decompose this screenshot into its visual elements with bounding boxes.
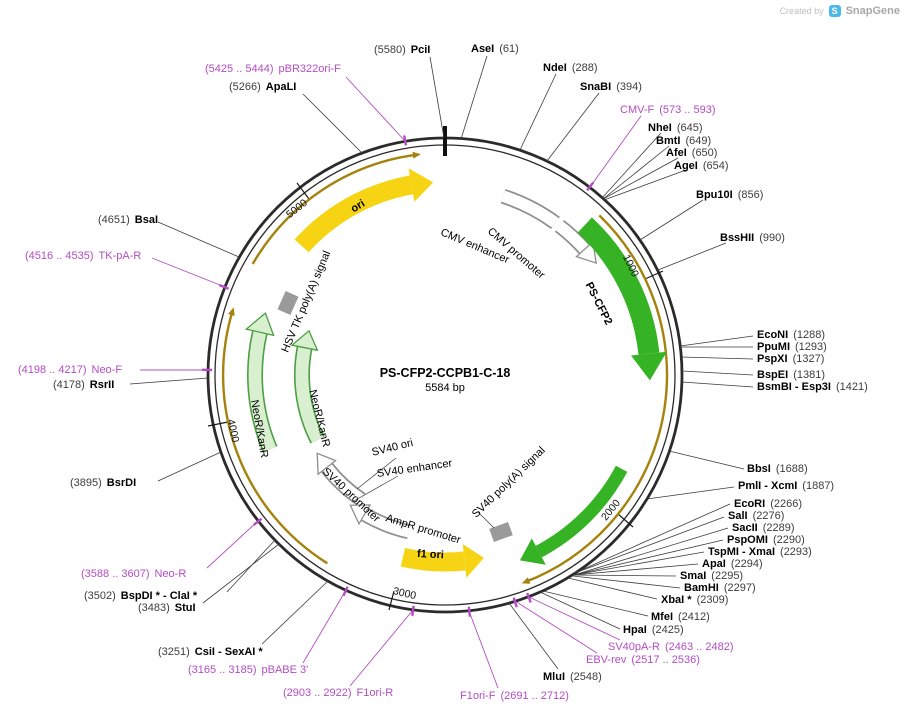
plasmid-backbone (206, 126, 684, 614)
feature-neor-kanr-inner-arrow (290, 329, 325, 444)
site-label: SnaBI (394) (580, 81, 642, 93)
feature-callout-lines (351, 457, 495, 529)
site-label: MfeI (2412) (651, 611, 710, 623)
primer-label: (4516 .. 4535) TK-pA-R (25, 250, 142, 262)
primer-label: (2903 .. 2922) F1ori-R (283, 687, 394, 699)
site-label: PspOMI (2290) (727, 534, 805, 546)
site-label: HpaI (2425) (623, 624, 684, 636)
feature-cmv-promoter-arrow (554, 219, 598, 265)
primer-label: F1ori-F (2691 .. 2712) (460, 690, 569, 702)
primer-label: (3588 .. 3607) Neo-R (81, 568, 187, 580)
snapgene-brand: SnapGene (845, 5, 900, 17)
feature-label-f1-ori: f1 ori (416, 548, 445, 562)
plasmid-length: 5584 bp (425, 382, 465, 394)
site-label: (4178) RsrII (53, 379, 115, 391)
site-label: AseI (61) (471, 43, 519, 55)
site-label: EcoRI (2266) (734, 498, 802, 510)
polya-signal-boxes (277, 291, 513, 542)
site-label: SalI (2276) (728, 510, 785, 522)
site-label: NdeI (288) (543, 62, 598, 74)
primer-label: CMV-F (573 .. 593) (620, 104, 716, 116)
site-label: BsmBI - Esp3I (1421) (757, 381, 868, 393)
site-label: BbsI (1688) (747, 463, 808, 475)
site-label: BamHI (2297) (684, 582, 756, 594)
primer-label: SV40pA-R (2463 .. 2482) (608, 641, 734, 653)
site-label: EcoNI (1288) (757, 329, 825, 341)
primer-label: (5425 .. 5444) pBR322ori-F (205, 63, 341, 75)
site-label: (3895) BsrDI (70, 477, 137, 489)
feature-neor-kanr-outer-arrow (244, 312, 278, 453)
site-label: PmlI - XcmI (1887) (738, 480, 835, 492)
site-label: SmaI (2295) (680, 570, 744, 582)
site-label: PspXI (1327) (757, 353, 825, 365)
orf-arcs (221, 151, 669, 584)
site-label: (3251) CsiI - SexAI * (158, 646, 263, 658)
feature-f1-ori-arrow (400, 544, 484, 578)
plasmid-name: PS-CFP2-CCPB1-C-18 (379, 366, 511, 380)
feature-sv40-promoter-arrow (316, 452, 366, 506)
feature-ori-arrow (294, 168, 434, 253)
site-label: (3502) BspDI * - ClaI * (84, 590, 198, 602)
primer-label: (3165 .. 3185) pBABE 3' (188, 664, 309, 676)
site-label: ApaI (2294) (702, 558, 763, 570)
site-label: (4651) BsaI (98, 214, 159, 226)
site-label: AfeI (650) (666, 147, 718, 159)
site-label: (5580) PciI (374, 44, 431, 56)
primer-label: EBV-rev (2517 .. 2536) (586, 654, 700, 666)
site-label: AgeI (654) (674, 160, 729, 172)
feature-sv40-polya-arrow (519, 465, 628, 565)
feature-ps-cfp2-arrow (577, 217, 667, 381)
site-label: SacII (2289) (732, 522, 795, 534)
site-label: BspEI (1381) (757, 369, 825, 381)
site-label: BssHII (990) (720, 232, 785, 244)
site-label: TspMI - XmaI (2293) (708, 546, 812, 558)
site-label: XbaI * (2309) (661, 594, 729, 606)
primer-leader-lines (140, 76, 642, 689)
site-label: PpuMI (1293) (757, 341, 827, 353)
leader-lines (129, 55, 754, 670)
site-label: Bpu10I (856) (696, 189, 764, 201)
snapgene-logo-icon: S (828, 5, 841, 17)
site-label: (3483) StuI (138, 602, 196, 614)
watermark: Created by S SnapGene (780, 5, 900, 17)
site-label: NheI (645) (648, 122, 703, 134)
created-by-text: Created by (779, 6, 824, 16)
site-label: (5266) ApaLI (229, 81, 297, 93)
feature-ampr-promoter-arrow (349, 504, 411, 540)
primer-label: (4198 .. 4217) Neo-F (18, 364, 123, 376)
plasmid-title: PS-CFP2-CCPB1-C-18 5584 bp (380, 366, 511, 394)
feature-cmv-enhancer-arrow (500, 189, 560, 230)
site-label: BmtI (649) (656, 135, 712, 147)
site-label: MluI (2548) (543, 671, 602, 683)
